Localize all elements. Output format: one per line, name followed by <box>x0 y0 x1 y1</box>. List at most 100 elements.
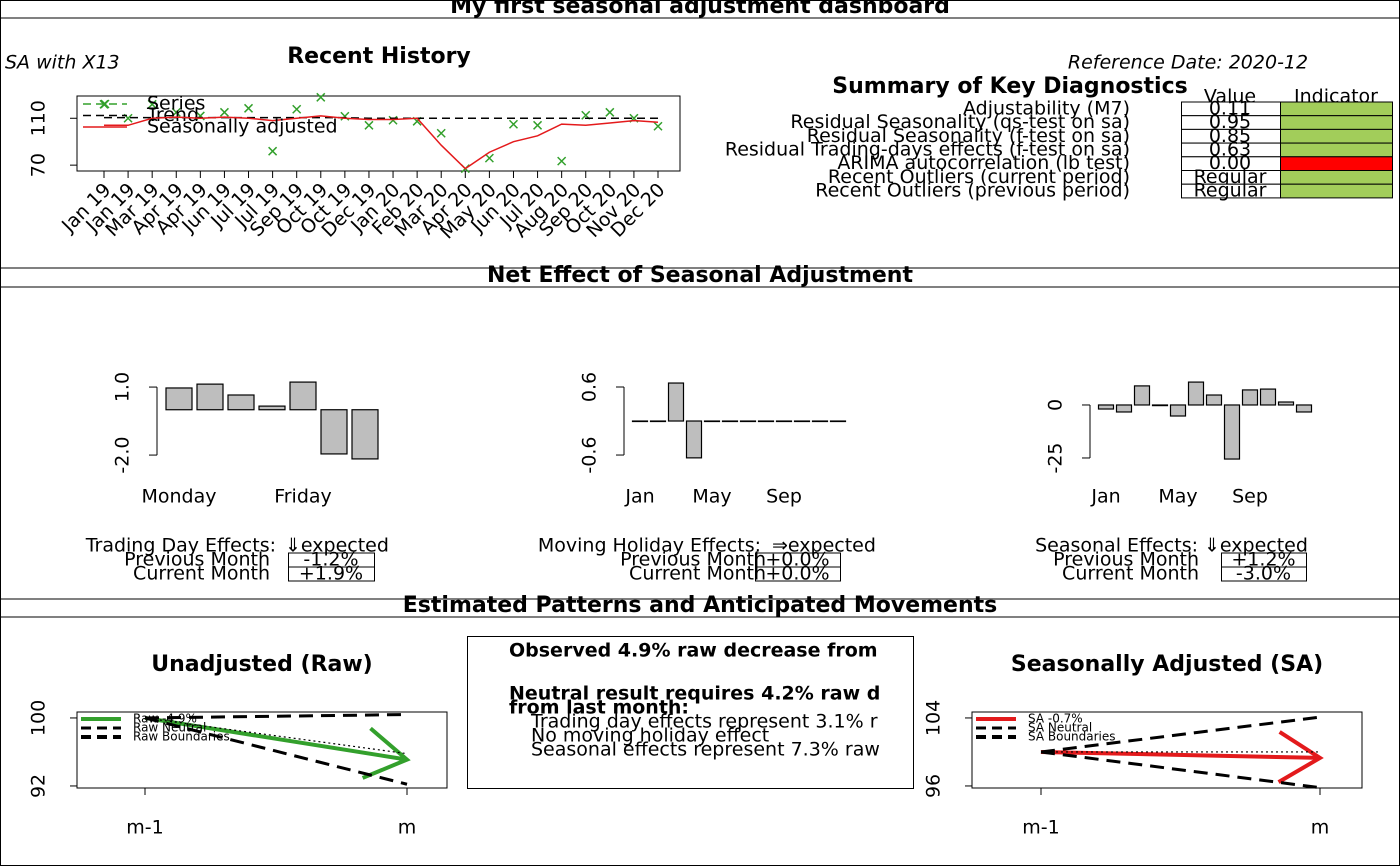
y-tick-label: 70 <box>28 153 50 177</box>
diagnostic-value: 0.00 <box>1209 152 1251 174</box>
diagnostic-label: Residual Trading-days effects (f-test on… <box>725 138 1130 160</box>
y-tick-label: 1.0 <box>112 372 134 402</box>
subtitle: SA with X13 <box>5 52 120 74</box>
effect-value: +1.9% <box>299 563 363 585</box>
point <box>171 107 181 117</box>
bar <box>1223 404 1241 460</box>
point <box>292 104 302 114</box>
y-tick-label: 0 <box>1045 399 1067 411</box>
point <box>508 119 519 129</box>
y-tick-label: 110 <box>28 100 50 136</box>
reference-date: Reference Date: 2020-12 <box>1068 52 1308 74</box>
legend-label: Seasonally adjusted <box>147 116 338 138</box>
bar <box>1169 404 1187 417</box>
page-title: My first seasonal adjustment dashboard <box>450 0 950 19</box>
diagnostic-label: Recent Outliers (previous period) <box>815 180 1130 202</box>
effect-expected: ⇒expected <box>772 535 876 557</box>
effect-expected: ⇓expected <box>1204 535 1308 557</box>
bar <box>649 420 667 423</box>
x-tick-label: May <box>1158 486 1197 508</box>
bar <box>227 394 255 411</box>
indicator-cell <box>1280 156 1393 172</box>
series-line <box>144 715 408 762</box>
x-tick-label: Sep <box>1232 486 1268 508</box>
point <box>484 153 494 163</box>
series-line <box>1040 749 1321 760</box>
effect-label: Trading Day Effects: <box>85 535 276 557</box>
diagnostic-label: Adjustability (M7) <box>963 97 1130 119</box>
text-line: Observed 4.9% raw decrease from <box>509 640 878 662</box>
bar <box>258 405 286 411</box>
diagnostic-value: 0.63 <box>1209 138 1251 160</box>
bar <box>757 420 775 423</box>
point <box>219 107 229 117</box>
x-tick-label: m-1 <box>1022 817 1059 839</box>
y-tick-label: 96 <box>923 774 945 798</box>
x-tick-label: May <box>692 486 731 508</box>
indicator-cell <box>1280 101 1393 117</box>
series-line <box>1040 715 1321 754</box>
arrow-head <box>361 726 411 780</box>
text-box-content: Observed 4.9% raw decrease from Neutral r… <box>509 640 880 761</box>
y-tick-label: -2.0 <box>112 437 134 474</box>
effect-label: Seasonal Effects: <box>1035 535 1198 557</box>
diagnostics-labels: Adjustability (M7)Residual Seasonality (… <box>725 97 1130 201</box>
indicator-cell <box>1280 170 1393 185</box>
effect-row-label: Current Month <box>133 563 270 585</box>
text-line: Neutral result requires 4.2% raw d <box>509 683 880 705</box>
bar <box>1097 404 1115 410</box>
bar <box>196 383 224 411</box>
x-tick-label: Sep <box>766 486 802 508</box>
effect-value: +0.0% <box>765 549 829 571</box>
effect-cell <box>755 566 841 582</box>
bar <box>631 420 649 423</box>
legend-symbol <box>100 99 110 109</box>
text-line: Trading day effects represent 3.1% r <box>530 711 878 733</box>
legend-label: Raw Boundaries <box>133 730 230 744</box>
bar <box>703 420 721 423</box>
bar <box>1205 394 1223 406</box>
point <box>243 103 254 113</box>
y-tick-label: -25 <box>1045 442 1067 473</box>
legend-label: SA -0.7% <box>1028 712 1083 726</box>
bar <box>1133 385 1151 406</box>
plot-box <box>76 95 681 172</box>
y-tick-label: 0.6 <box>579 372 601 402</box>
bar <box>320 409 348 455</box>
bar <box>793 420 811 423</box>
effect-row-label: Current Month <box>629 563 766 585</box>
diagnostic-label: Residual Seasonality (qs-test on sa) <box>790 111 1130 133</box>
effect-value: +0.0% <box>765 563 829 585</box>
arrow-head <box>1277 730 1324 784</box>
series-line <box>144 717 408 755</box>
bar <box>289 381 317 411</box>
indicator-cell <box>1280 128 1393 144</box>
legend-label: Series <box>147 93 205 115</box>
effect-row-label: Previous Month <box>124 549 270 571</box>
bar <box>685 420 703 459</box>
diagnostic-value: Regular <box>1194 166 1267 188</box>
section-title: Net Effect of Seasonal Adjustment <box>487 263 913 288</box>
x-tick-label: Jan <box>624 486 654 508</box>
diagnostic-value: 0.95 <box>1209 111 1251 133</box>
bar <box>667 382 685 422</box>
x-tick-label: m <box>1311 817 1330 839</box>
indicator-cell <box>1280 183 1393 199</box>
bar <box>721 420 739 423</box>
x-tick-label: Friday <box>274 486 332 508</box>
diagnostic-label: Residual Seasonality (f-test on sa) <box>807 125 1130 147</box>
diagnostic-label: Recent Outliers (current period) <box>828 166 1130 188</box>
point <box>653 121 663 131</box>
point <box>316 92 326 102</box>
effect-row-label: Previous Month <box>1053 549 1199 571</box>
legend-label: Raw Neutral <box>133 721 206 735</box>
bar <box>775 420 793 423</box>
legend-label: SA Neutral <box>1028 721 1092 735</box>
point <box>605 107 615 117</box>
x-tick-label: Monday <box>141 486 216 508</box>
point <box>533 120 543 130</box>
series-line <box>104 115 659 170</box>
effect-cell <box>288 566 375 582</box>
effect-row-label: Current Month <box>1062 563 1199 585</box>
